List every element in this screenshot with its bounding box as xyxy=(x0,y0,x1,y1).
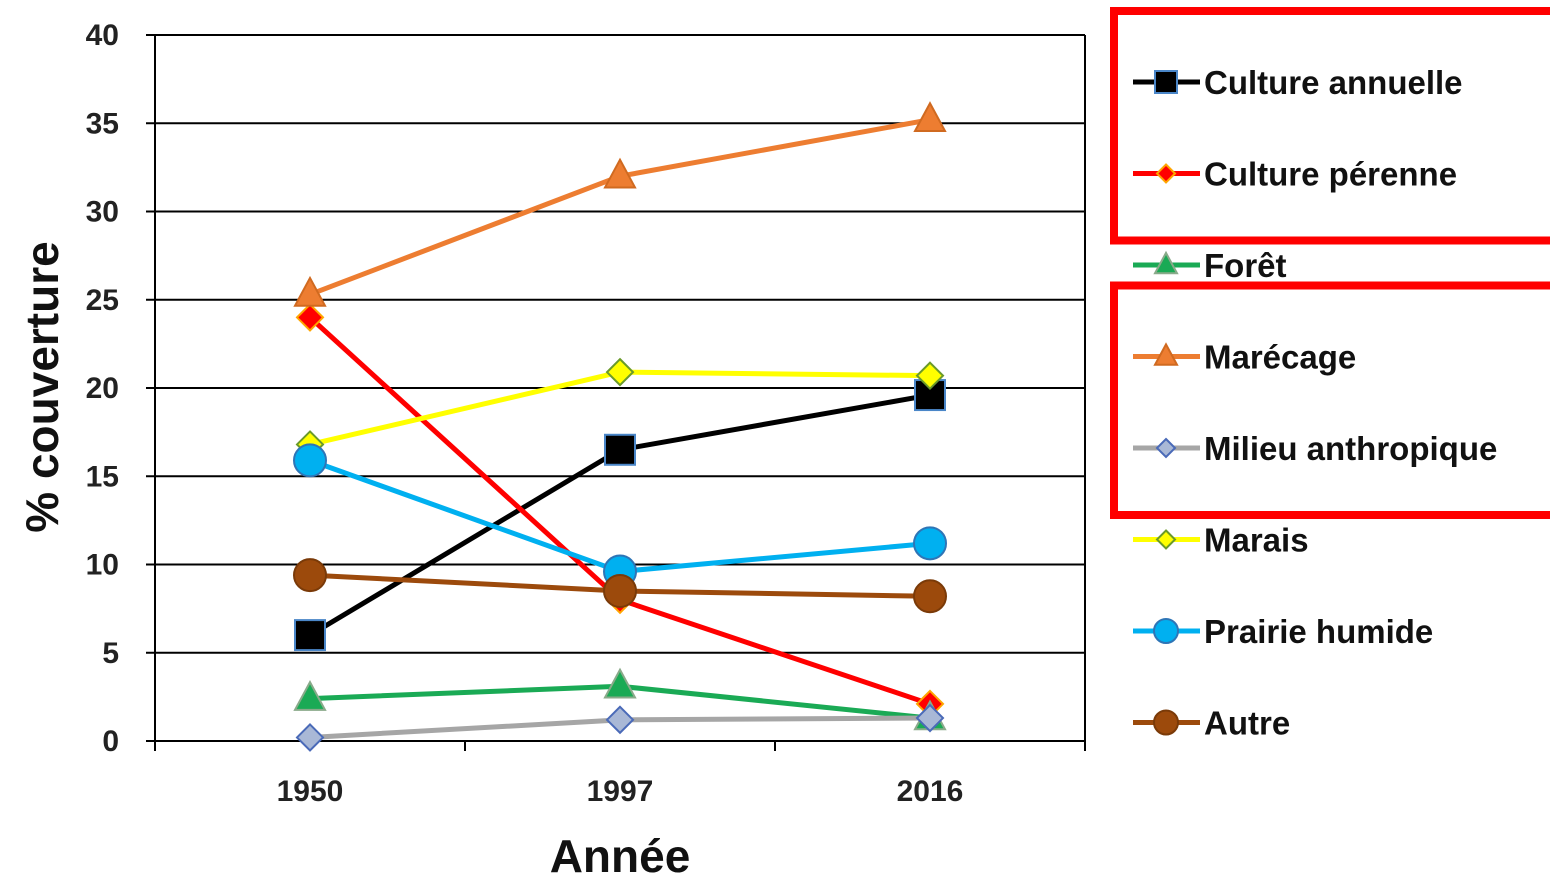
tick-labels: 0 5 10 15 20 25 30 35 40 1950 1997 2016 xyxy=(86,19,964,808)
data-point-prairie-humide xyxy=(913,526,947,561)
legend-marker xyxy=(1155,437,1177,459)
data-point-prairie-humide xyxy=(293,443,327,478)
data-point-autre xyxy=(603,573,637,608)
legend-item-culture-annuelle: Culture annuelle xyxy=(1133,64,1463,101)
y-tick-label: 30 xyxy=(86,196,119,229)
data-point-marais xyxy=(605,357,635,387)
legend-item-marais: Marais xyxy=(1133,522,1309,559)
legend-item-foret: Forêt xyxy=(1133,247,1287,284)
legend-marker xyxy=(1155,163,1177,184)
series-group xyxy=(293,101,947,752)
data-point-autre xyxy=(913,579,947,614)
legend-marker xyxy=(1154,70,1178,94)
legend-item-prairie-humide: Prairie humide xyxy=(1133,613,1433,650)
data-point-milieu-anthropique xyxy=(295,723,325,752)
data-point-marecage xyxy=(603,157,637,189)
data-point-milieu-anthropique xyxy=(915,703,945,733)
legend-item-milieu-anthropique: Milieu anthropique xyxy=(1133,430,1497,467)
legend-label: Marécage xyxy=(1204,339,1356,376)
data-point-culture-annuelle xyxy=(604,433,636,466)
legend-label: Marais xyxy=(1204,522,1309,559)
data-point-marais xyxy=(915,361,945,391)
legend-item-marecage: Marécage xyxy=(1133,339,1356,376)
y-axis-title: % couverture xyxy=(16,241,68,532)
y-tick-label: 15 xyxy=(86,460,119,493)
y-tick-label: 20 xyxy=(86,372,119,405)
legend: Culture annuelle Culture pérenne Forêt Maré… xyxy=(1133,64,1497,742)
legend-label: Autre xyxy=(1204,705,1290,742)
data-point-foret xyxy=(293,680,327,711)
legend-marker xyxy=(1153,709,1179,736)
legend-marker xyxy=(1153,250,1179,275)
legend-marker xyxy=(1155,529,1177,550)
y-tick-label: 25 xyxy=(86,284,119,317)
x-axis-title: Année xyxy=(550,830,691,881)
y-tick-label: 0 xyxy=(102,725,119,758)
x-tick-label: 1950 xyxy=(277,775,344,808)
legend-label: Prairie humide xyxy=(1204,613,1433,650)
data-point-culture-annuelle xyxy=(294,619,326,652)
y-tick-label: 35 xyxy=(86,107,119,140)
legend-label: Forêt xyxy=(1204,247,1287,284)
data-point-foret xyxy=(603,667,637,699)
x-tick-label: 1997 xyxy=(587,775,654,808)
legend-marker xyxy=(1153,618,1179,644)
data-point-marecage xyxy=(913,101,947,132)
y-tick-label: 40 xyxy=(86,19,119,52)
legend-item-autre: Autre xyxy=(1133,705,1290,742)
legend-highlight-box xyxy=(1110,7,1550,245)
x-tick-label: 2016 xyxy=(897,775,964,808)
legend-label: Culture annuelle xyxy=(1204,64,1463,101)
data-point-milieu-anthropique xyxy=(605,705,635,735)
legend-marker xyxy=(1153,342,1179,366)
data-point-autre xyxy=(293,558,327,593)
data-point-marecage xyxy=(293,275,327,307)
legend-highlight-boxes xyxy=(1110,7,1550,519)
legend-label: Milieu anthropique xyxy=(1204,430,1497,467)
legend-item-culture-perenne: Culture pérenne xyxy=(1133,156,1457,193)
y-tick-label: 5 xyxy=(102,637,119,670)
y-tick-label: 10 xyxy=(86,549,119,582)
legend-label: Culture pérenne xyxy=(1204,156,1457,193)
data-point-culture-perenne xyxy=(295,302,325,332)
legend-highlight-box xyxy=(1110,281,1550,519)
